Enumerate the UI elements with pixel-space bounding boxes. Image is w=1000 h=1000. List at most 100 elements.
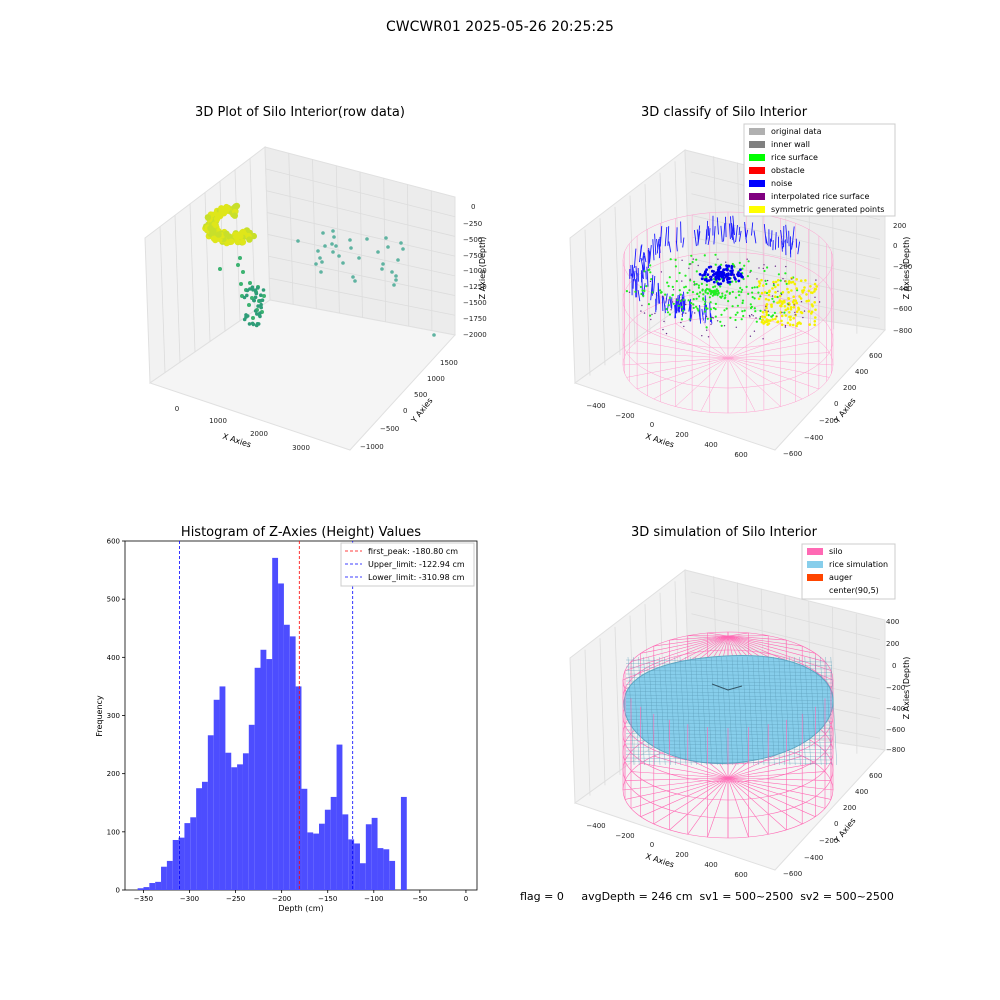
data-point bbox=[215, 231, 222, 238]
rice-surface-point bbox=[647, 303, 651, 306]
histogram-bar bbox=[272, 557, 279, 890]
symmetric-point bbox=[774, 280, 778, 284]
interpolated-point bbox=[697, 264, 699, 267]
grid-line bbox=[335, 165, 340, 314]
rice-surface-point bbox=[741, 288, 744, 291]
classified-points bbox=[625, 215, 821, 340]
rice-surface-point bbox=[729, 316, 732, 319]
interpolated-point bbox=[785, 265, 787, 268]
histogram-bars bbox=[137, 557, 407, 890]
rice-surface-point bbox=[643, 289, 646, 292]
rice-surface-point bbox=[771, 297, 774, 300]
noise-point bbox=[717, 270, 721, 273]
interpolated-point bbox=[660, 271, 663, 273]
x-tick-label: 0 bbox=[464, 895, 468, 903]
x-tick-label: 200 bbox=[675, 851, 688, 859]
rice-surface-point bbox=[721, 292, 724, 295]
y-tick-label: −1000 bbox=[360, 443, 384, 451]
x-tick-label: −200 bbox=[272, 895, 291, 903]
interpolated-point bbox=[663, 320, 665, 323]
silo-spoke bbox=[669, 635, 729, 641]
rice-surface-point bbox=[678, 289, 681, 292]
noise-point bbox=[738, 226, 741, 236]
z-tick-labels: 200 0 −200 −400 −600 −800 bbox=[893, 222, 912, 335]
noise-point bbox=[664, 226, 668, 247]
data-point bbox=[223, 230, 230, 237]
histogram-bar bbox=[348, 839, 355, 890]
silo-spoke bbox=[624, 777, 729, 800]
symmetric-point bbox=[803, 286, 806, 289]
silo-spoke bbox=[727, 763, 816, 779]
mesh-line bbox=[695, 656, 702, 766]
rice-surface-point bbox=[734, 296, 738, 299]
symmetric-point bbox=[792, 295, 795, 299]
rice-surface-point bbox=[723, 309, 726, 312]
noise-point bbox=[709, 278, 713, 281]
interpolated-point bbox=[654, 312, 656, 315]
rice-surface-point bbox=[704, 300, 707, 303]
rice-surface-point bbox=[692, 298, 695, 301]
z-tick-label: 0 bbox=[893, 242, 897, 250]
data-point bbox=[321, 231, 325, 235]
histogram-bar bbox=[289, 636, 296, 890]
symmetric-point bbox=[799, 297, 803, 300]
silo-spoke bbox=[622, 357, 729, 366]
x-tick-labels: 0 1000 2000 3000 bbox=[175, 405, 310, 452]
silo-spoke bbox=[707, 777, 729, 838]
noise-point bbox=[706, 220, 709, 240]
mesh-line bbox=[625, 754, 833, 757]
interpolated-point bbox=[685, 303, 687, 306]
mesh-line bbox=[625, 701, 833, 705]
interpolated-point bbox=[793, 304, 795, 306]
noise-point bbox=[676, 227, 678, 244]
interpolated-point bbox=[735, 326, 737, 328]
rice-surface-point bbox=[691, 261, 694, 264]
rice-surface-point bbox=[736, 311, 739, 314]
rice-surface-point bbox=[720, 296, 723, 299]
symmetric-point bbox=[784, 308, 787, 312]
rice-surface-point bbox=[764, 279, 767, 282]
interpolated-point bbox=[762, 267, 764, 270]
silo-spoke bbox=[727, 635, 803, 647]
grid-line bbox=[266, 190, 456, 237]
simulation-legend: silo rice simulation auger center(90,5) bbox=[801, 543, 896, 600]
interpolated-point bbox=[800, 301, 803, 303]
symmetric-point bbox=[795, 324, 798, 328]
grid-line bbox=[359, 171, 363, 318]
legend-label: rice simulation bbox=[829, 560, 888, 569]
rice-surface-point bbox=[742, 277, 745, 281]
data-point bbox=[392, 283, 396, 287]
symmetric-point bbox=[781, 302, 784, 306]
rice-surface-point bbox=[645, 285, 648, 288]
rice-surface-point bbox=[743, 264, 746, 267]
noise-point bbox=[693, 229, 697, 247]
grid-line bbox=[599, 638, 606, 786]
data-point bbox=[349, 246, 353, 250]
rice-surface-point bbox=[738, 261, 741, 264]
interpolated-point bbox=[782, 278, 784, 280]
y-tick-label: 600 bbox=[107, 538, 120, 546]
grid-line bbox=[584, 649, 591, 796]
rice-surface-point bbox=[717, 292, 720, 295]
rice-surface-point bbox=[741, 267, 744, 270]
noise-point bbox=[643, 252, 647, 263]
symmetric-point bbox=[765, 310, 768, 314]
noise-point bbox=[710, 269, 714, 273]
interpolated-point bbox=[764, 309, 766, 311]
interpolated-point bbox=[818, 301, 821, 303]
z-tick-label: 200 bbox=[886, 640, 899, 648]
rice-surface-point bbox=[740, 290, 743, 294]
z-tick-label: −800 bbox=[893, 327, 912, 335]
interpolated-point bbox=[784, 326, 787, 328]
histogram-bar bbox=[178, 837, 185, 890]
noise-point bbox=[635, 265, 638, 278]
symmetric-point bbox=[813, 323, 816, 327]
symmetric-point bbox=[811, 291, 814, 295]
data-point bbox=[320, 260, 324, 264]
mesh-line bbox=[726, 656, 733, 766]
noise-point bbox=[728, 223, 731, 240]
rice-surface-point bbox=[754, 310, 757, 313]
rice-surface-point bbox=[765, 282, 768, 286]
interpolated-point bbox=[694, 283, 696, 285]
noise-point bbox=[705, 268, 708, 271]
